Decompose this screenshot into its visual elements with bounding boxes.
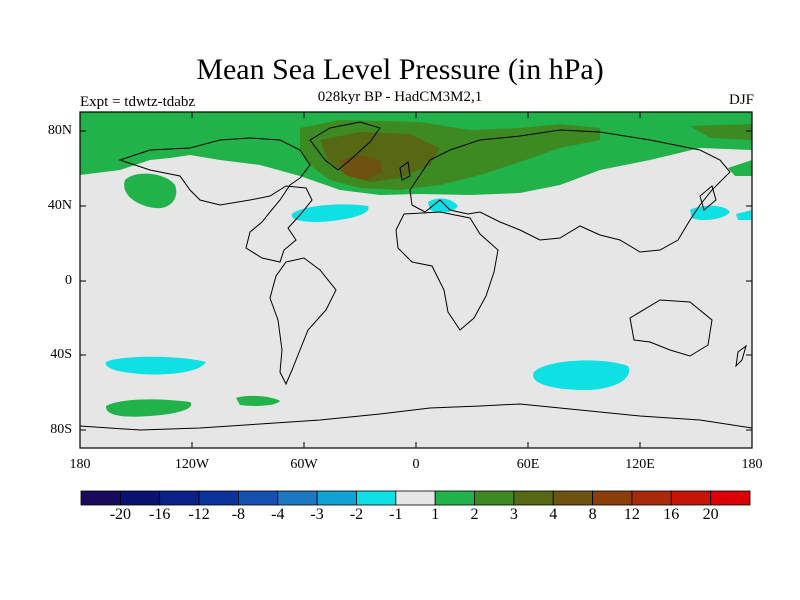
colorbar-label: 4: [549, 506, 558, 523]
colorbar-swatch: [238, 490, 279, 506]
season-label: DJF: [728, 92, 754, 108]
chart-subtitle: 028kyr BP - HadCM3M2,1: [317, 89, 483, 105]
coastlines: [79, 121, 753, 431]
colorbar-swatch: [80, 490, 121, 506]
colorbar-swatch: [592, 490, 633, 506]
lon-label-60e: 60E: [516, 457, 540, 472]
lon-label-60w: 60W: [290, 457, 318, 472]
colorbar-label: -1: [389, 506, 403, 523]
colorbar-swatch: [277, 490, 318, 506]
positive-anomaly-regions: [80, 112, 752, 417]
chart-title: Mean Sea Level Pressure (in hPa): [196, 53, 604, 86]
new-zealand-coastline: [735, 344, 747, 368]
colorbar-swatch: [198, 490, 239, 506]
lon-label-120e: 120E: [625, 457, 655, 472]
colorbar-label: -16: [149, 506, 171, 523]
indian-ocean-cyan-blob: [533, 360, 630, 390]
colorbar-label: 20: [702, 506, 719, 523]
colorbar-label: -4: [271, 506, 285, 523]
japan-coastline: [699, 185, 717, 211]
north-pacific-east-cyan-blob: [690, 205, 730, 220]
lat-label-40n: 40N: [47, 198, 72, 213]
colorbar-label: -2: [349, 506, 364, 523]
colorbar-label: 16: [663, 506, 680, 523]
colorbar-swatch: [434, 490, 475, 506]
colorbar-label: 3: [509, 506, 518, 523]
lon-label-0: 0: [412, 457, 420, 472]
colorbar-label: 1: [431, 506, 440, 523]
atlantic-brown-core: [340, 155, 382, 180]
lon-label-120w: 120W: [174, 457, 210, 472]
south-pacific-cyan-band: [105, 356, 206, 375]
experiment-label: Expt = tdwtz-tdabz: [80, 94, 196, 110]
greenland-coastline: [309, 121, 381, 171]
east-siberia-green-region: [690, 124, 752, 140]
colorbar-label: -8: [231, 506, 246, 523]
colorbar-swatch: [395, 490, 436, 506]
axis-ticks: [80, 112, 752, 448]
colorbar-swatch: [316, 490, 357, 506]
north-pacific-green-blob: [124, 173, 177, 209]
colorbar-swatch: [552, 490, 593, 506]
south-america-green-blob: [236, 395, 280, 406]
lon-label-180e: 180: [741, 457, 763, 472]
lat-label-80s: 80S: [50, 422, 72, 437]
colorbar-label: -3: [310, 506, 324, 523]
lat-label-0: 0: [65, 273, 72, 288]
lon-label-180w: 180: [69, 457, 91, 472]
colorbar-label: -12: [188, 506, 210, 523]
colorbar-swatch: [631, 490, 672, 506]
lat-label-40s: 40S: [50, 347, 72, 362]
colorbar-swatch: [356, 490, 397, 506]
colorbar-label: -20: [109, 506, 132, 523]
colorbar-label: 2: [470, 506, 479, 523]
lat-label-80n: 80N: [47, 123, 72, 138]
colorbar-label: 8: [588, 506, 597, 523]
africa-coastline: [395, 211, 499, 331]
antarctica-coastline: [79, 403, 753, 431]
colorbar: [80, 490, 751, 506]
eurasia-coastline: [409, 129, 731, 253]
uk-coastline: [399, 161, 411, 181]
west-pacific-north-green: [728, 160, 752, 176]
colorbar-swatch: [119, 490, 161, 506]
colorbar-swatch: [159, 490, 200, 506]
colorbar-swatch: [710, 490, 751, 506]
north-pacific-edge-cyan: [736, 210, 752, 220]
colorbar-swatch: [474, 490, 515, 506]
north-atlantic-cyan-blob: [291, 204, 369, 222]
north-america-coastline: [118, 137, 313, 263]
colorbar-swatch: [670, 490, 712, 506]
southern-pacific-green-band: [105, 399, 192, 417]
negative-anomaly-regions: [105, 198, 752, 390]
australia-coastline: [629, 299, 713, 357]
mediterranean-cyan-blob: [428, 198, 458, 213]
south-america-coastline: [269, 257, 337, 386]
colorbar-label: 12: [623, 506, 640, 523]
colorbar-swatch: [513, 490, 554, 506]
